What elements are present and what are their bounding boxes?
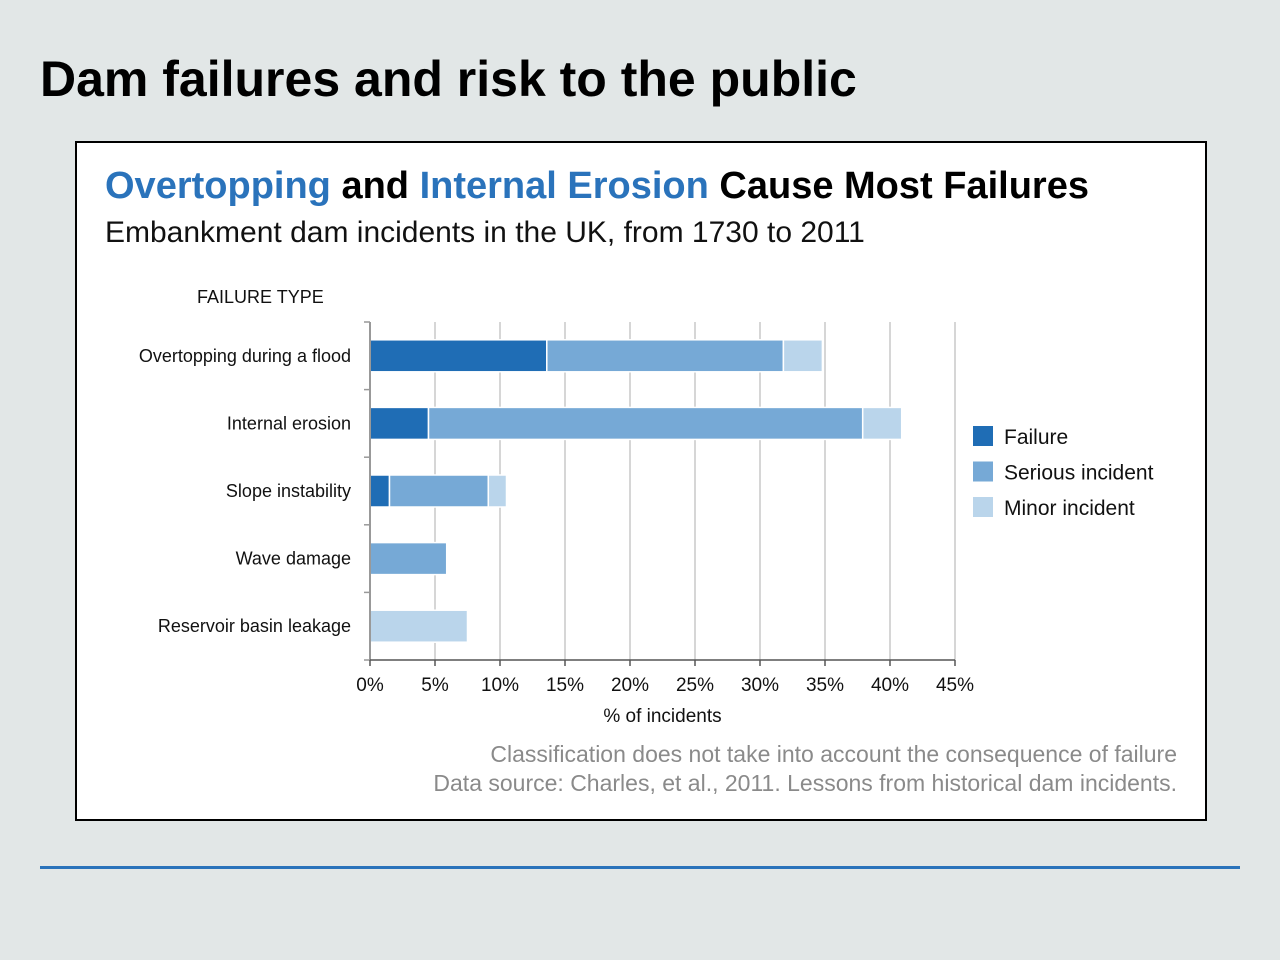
bar-segment-minor-incident [782,339,824,373]
chart-title: Overtopping and Internal Erosion Cause M… [105,165,1089,208]
x-tick-label: 10% [481,675,519,696]
bar-segment-failure [369,474,391,508]
slide-title: Dam failures and risk to the public [40,51,857,107]
chart-title-part: Cause Most Failures [708,165,1089,207]
legend-label: Failure [1004,426,1068,449]
bar-segment-failure [369,406,430,441]
chart-plot: FAILURE TYPE Overtopping during a flood In… [139,287,1177,796]
category-label: Overtopping during a flood [139,346,351,366]
x-tick-label: 25% [676,675,714,696]
legend-swatch [973,426,993,446]
bar-segment-serious-incident [388,474,490,508]
chart-note: Classification does not take into accoun… [490,741,1177,767]
bar-segment-failure [369,339,548,373]
bar-segment-minor-incident [861,406,903,441]
x-tick-label: 35% [806,675,844,696]
category-axis-title: FAILURE TYPE [197,287,324,307]
x-tick-label: 40% [871,675,909,696]
footer-divider [40,866,1240,869]
x-tick-label: 45% [936,675,974,696]
chart-title-part: Internal Erosion [419,165,709,207]
category-label: Internal erosion [227,413,351,433]
x-tick-label: 5% [421,675,449,696]
legend-label: Serious incident [1004,462,1154,485]
bar-segment-serious-incident [427,406,864,441]
chart-note: Data source: Charles, et al., 2011. Less… [433,770,1177,796]
chart-card: Overtopping and Internal Erosion Cause M… [75,141,1207,821]
category-label: Slope instability [226,481,351,501]
bar-segment-minor-incident [487,474,508,508]
category-label: Reservoir basin leakage [158,616,351,636]
x-axis-title: % of incidents [603,706,721,727]
x-tick-label: 30% [741,675,779,696]
chart-title-part: Overtopping [105,165,331,207]
x-tick-label: 0% [356,675,384,696]
legend-label: Minor incident [1004,497,1135,520]
x-tick-label: 15% [546,675,584,696]
legend-swatch [973,461,993,482]
bar-segment-serious-incident [546,339,785,373]
legend-swatch [973,497,993,517]
chart-title-part: and [330,165,420,207]
bar-segment-minor-incident [369,609,469,643]
bar-segment-serious-incident [369,541,448,576]
chart-subtitle: Embankment dam incidents in the UK, from… [105,216,865,249]
x-tick-label: 20% [611,675,649,696]
category-label: Wave damage [236,549,351,569]
